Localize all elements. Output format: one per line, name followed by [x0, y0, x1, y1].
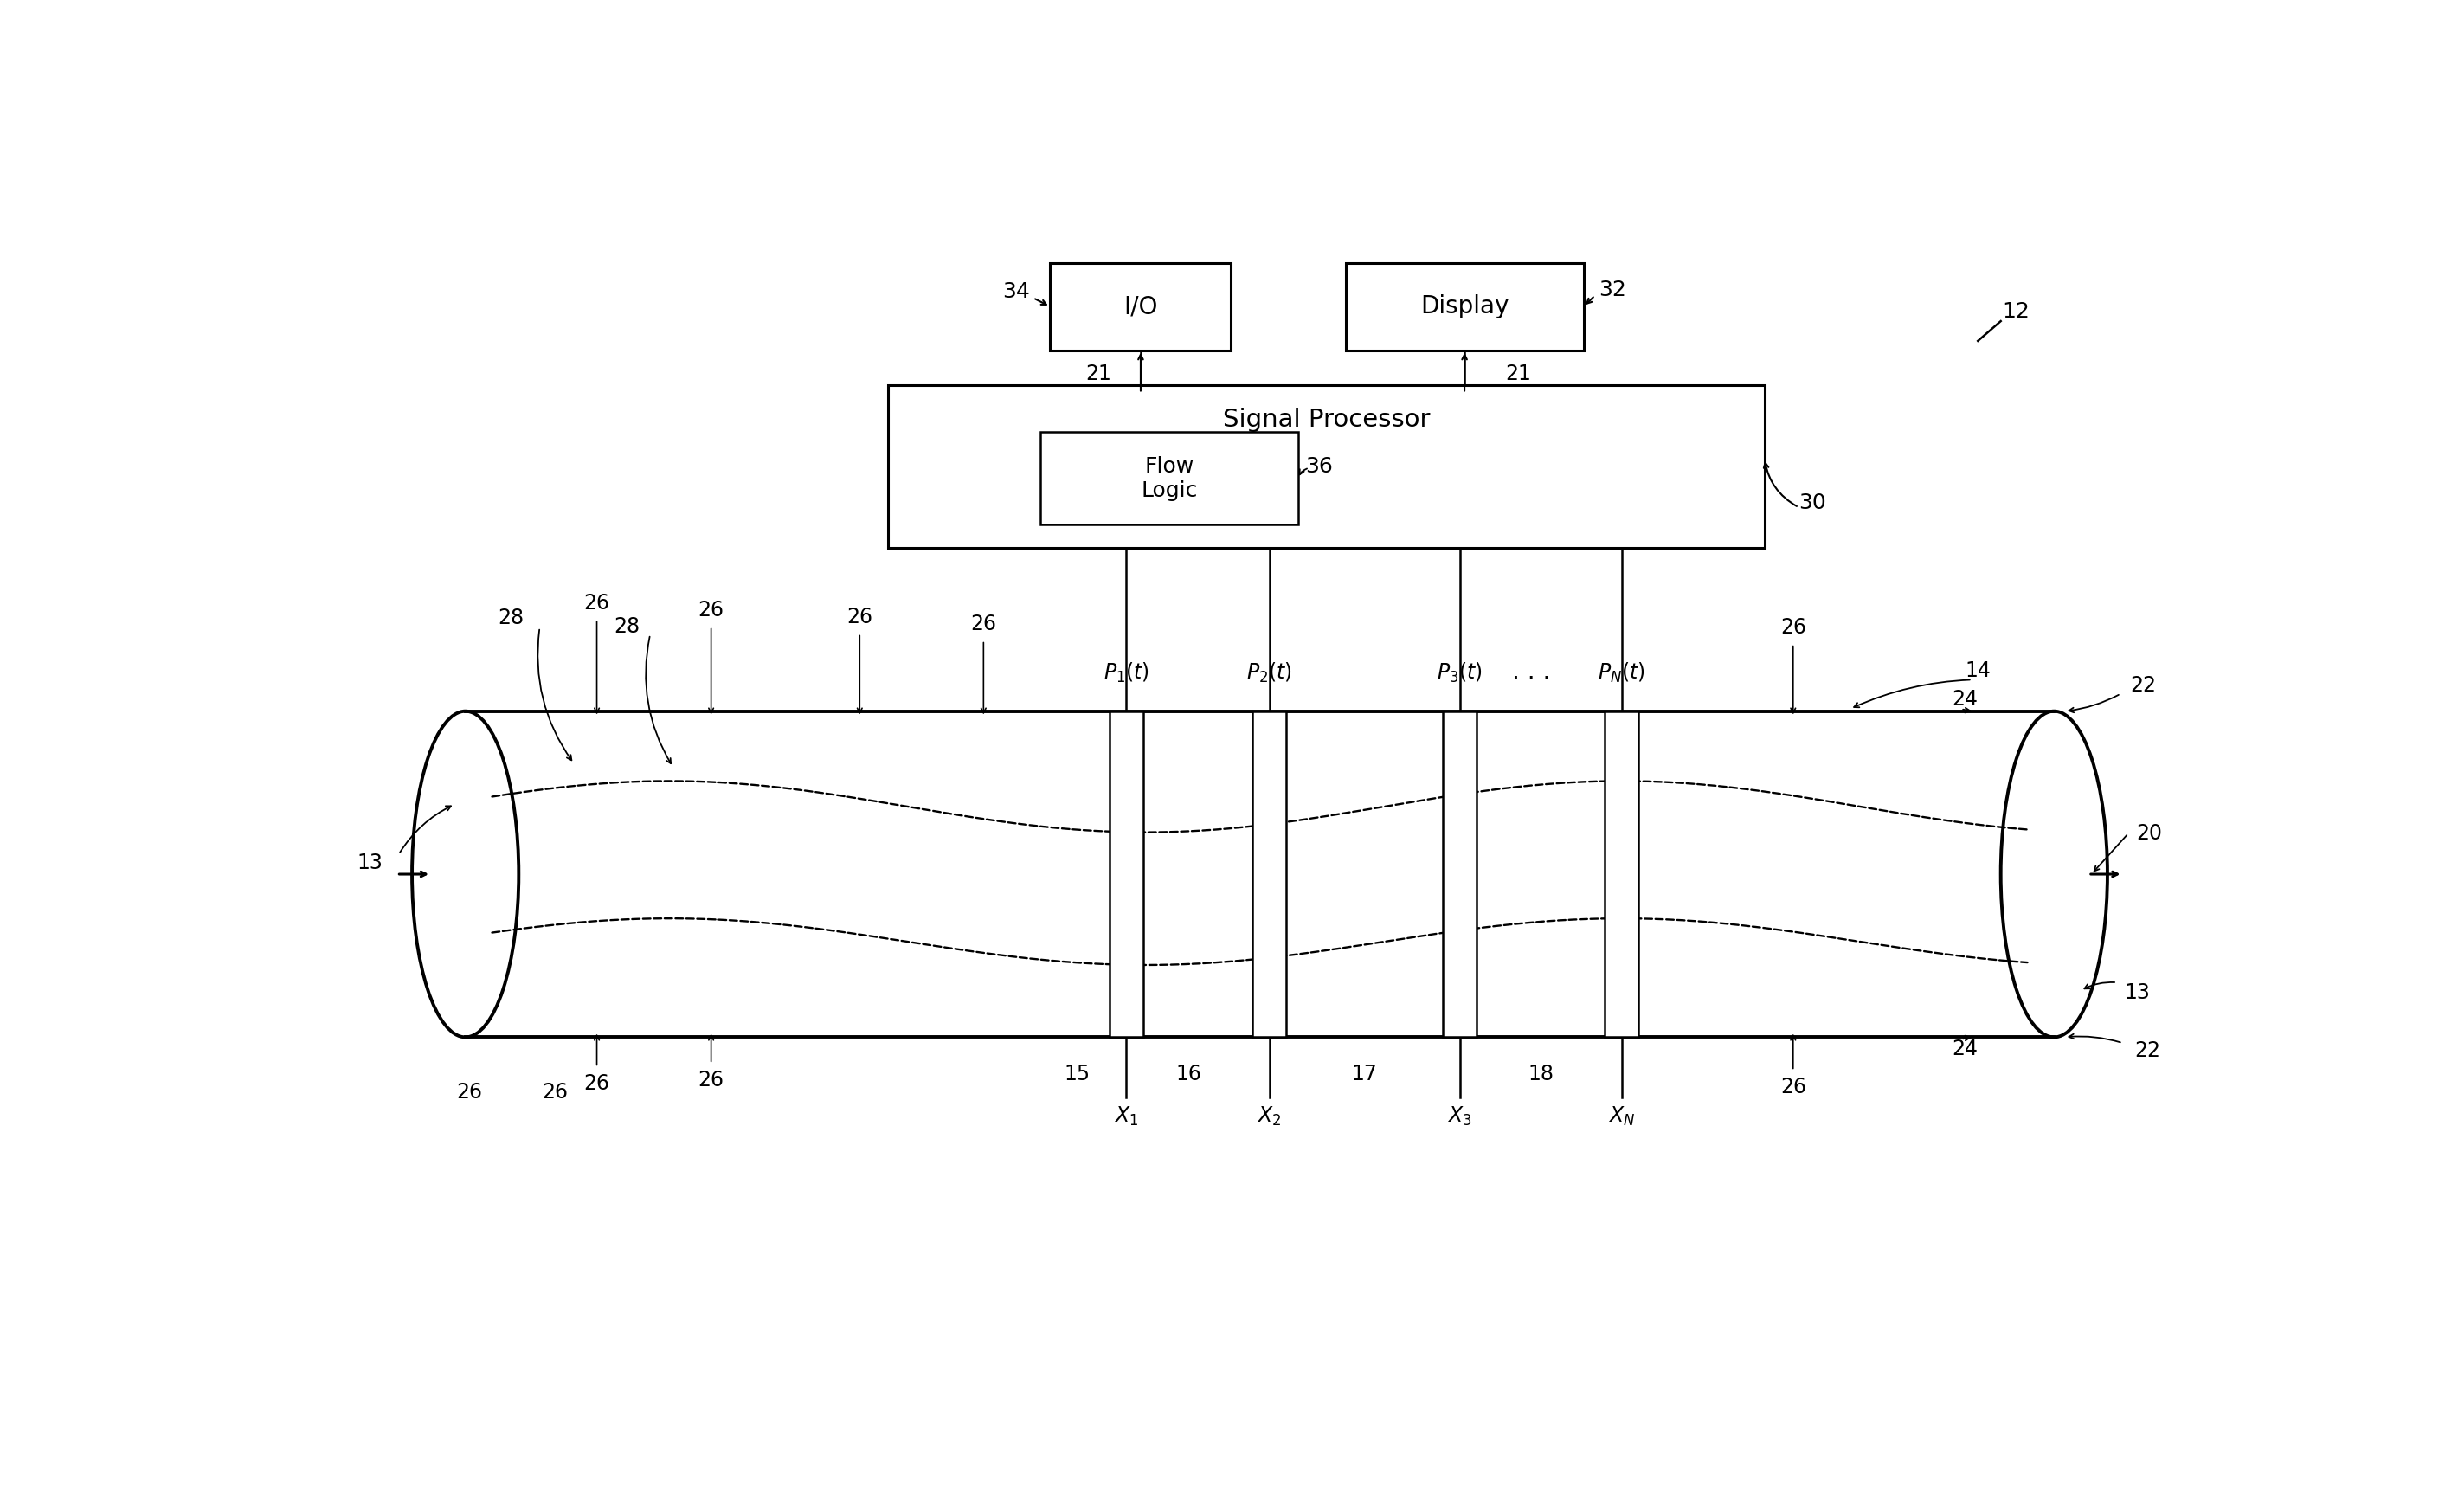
Text: 26: 26	[698, 1070, 725, 1090]
Bar	[1050, 263, 1231, 351]
Text: $P_3(t)$: $P_3(t)$	[1438, 661, 1482, 685]
Text: 36: 36	[1305, 457, 1332, 478]
Bar	[1605, 711, 1639, 1037]
Text: $P_N(t)$: $P_N(t)$	[1598, 661, 1644, 685]
Text: 26: 26	[971, 614, 995, 634]
Bar	[1251, 711, 1286, 1037]
Text: 26: 26	[541, 1081, 568, 1102]
Text: 14: 14	[1964, 661, 1991, 680]
Text: 26: 26	[1780, 617, 1807, 638]
Text: Signal Processor: Signal Processor	[1222, 408, 1431, 432]
Bar	[1109, 711, 1143, 1037]
Text: 26: 26	[585, 593, 610, 614]
Text: 18: 18	[1529, 1064, 1553, 1084]
Text: $P_2(t)$: $P_2(t)$	[1246, 661, 1293, 685]
Text: 21: 21	[1086, 363, 1111, 384]
Text: I/O: I/O	[1123, 295, 1158, 319]
Text: Flow
Logic: Flow Logic	[1141, 457, 1197, 500]
Text: 28: 28	[614, 615, 642, 637]
Text: 28: 28	[499, 608, 524, 629]
Text: 22: 22	[2134, 1040, 2161, 1061]
Text: 26: 26	[585, 1074, 610, 1095]
Text: 24: 24	[1952, 689, 1979, 711]
Text: 26: 26	[1780, 1077, 1807, 1098]
Text: 16: 16	[1175, 1064, 1202, 1084]
Text: 17: 17	[1352, 1064, 1376, 1084]
Text: 30: 30	[1799, 493, 1826, 513]
Text: . . .: . . .	[1512, 661, 1551, 685]
Text: 12: 12	[2003, 301, 2030, 322]
Text: $X_2$: $X_2$	[1256, 1105, 1281, 1128]
Text: 26: 26	[457, 1081, 482, 1102]
Text: 26: 26	[698, 599, 725, 620]
Text: 26: 26	[846, 606, 873, 627]
Text: 32: 32	[1598, 280, 1625, 299]
Text: 21: 21	[1504, 363, 1531, 384]
Text: 24: 24	[1952, 1039, 1979, 1060]
Text: 13: 13	[356, 853, 383, 872]
Text: $X_3$: $X_3$	[1448, 1105, 1472, 1128]
Bar	[1443, 711, 1477, 1037]
Text: $X_N$: $X_N$	[1608, 1105, 1635, 1128]
Text: 22: 22	[2131, 676, 2156, 696]
Text: $P_1(t)$: $P_1(t)$	[1104, 661, 1150, 685]
Bar	[1040, 432, 1298, 525]
Text: Display: Display	[1421, 295, 1509, 319]
Text: 34: 34	[1003, 281, 1030, 302]
Text: 15: 15	[1064, 1064, 1089, 1084]
Text: 13: 13	[2124, 983, 2151, 1004]
Bar	[887, 386, 1765, 549]
Text: 20: 20	[2136, 823, 2163, 844]
Bar	[1345, 263, 1583, 351]
Text: $X_1$: $X_1$	[1113, 1105, 1138, 1128]
